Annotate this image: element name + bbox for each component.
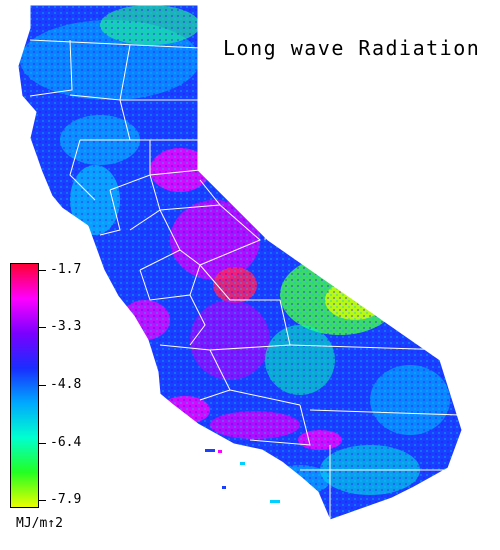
legend-tick	[38, 270, 46, 271]
legend-tick-label: -3.3	[50, 319, 82, 334]
legend-tick	[38, 385, 46, 386]
color-scale-bar	[10, 263, 39, 508]
channel-islands	[205, 449, 280, 503]
legend-tick	[38, 327, 46, 328]
county-boundaries	[29, 39, 461, 520]
legend-tick	[38, 443, 46, 444]
legend-tick-label: -1.7	[50, 262, 82, 277]
map-title: Long wave Radiation	[223, 36, 481, 60]
legend-tick-label: -4.8	[50, 377, 82, 392]
legend-units: MJ/m↑2	[16, 516, 63, 531]
legend-tick	[38, 500, 46, 501]
legend-tick-label: -7.9	[50, 492, 82, 507]
state-boundary	[17, 4, 463, 521]
legend-tick-label: -6.4	[50, 435, 82, 450]
